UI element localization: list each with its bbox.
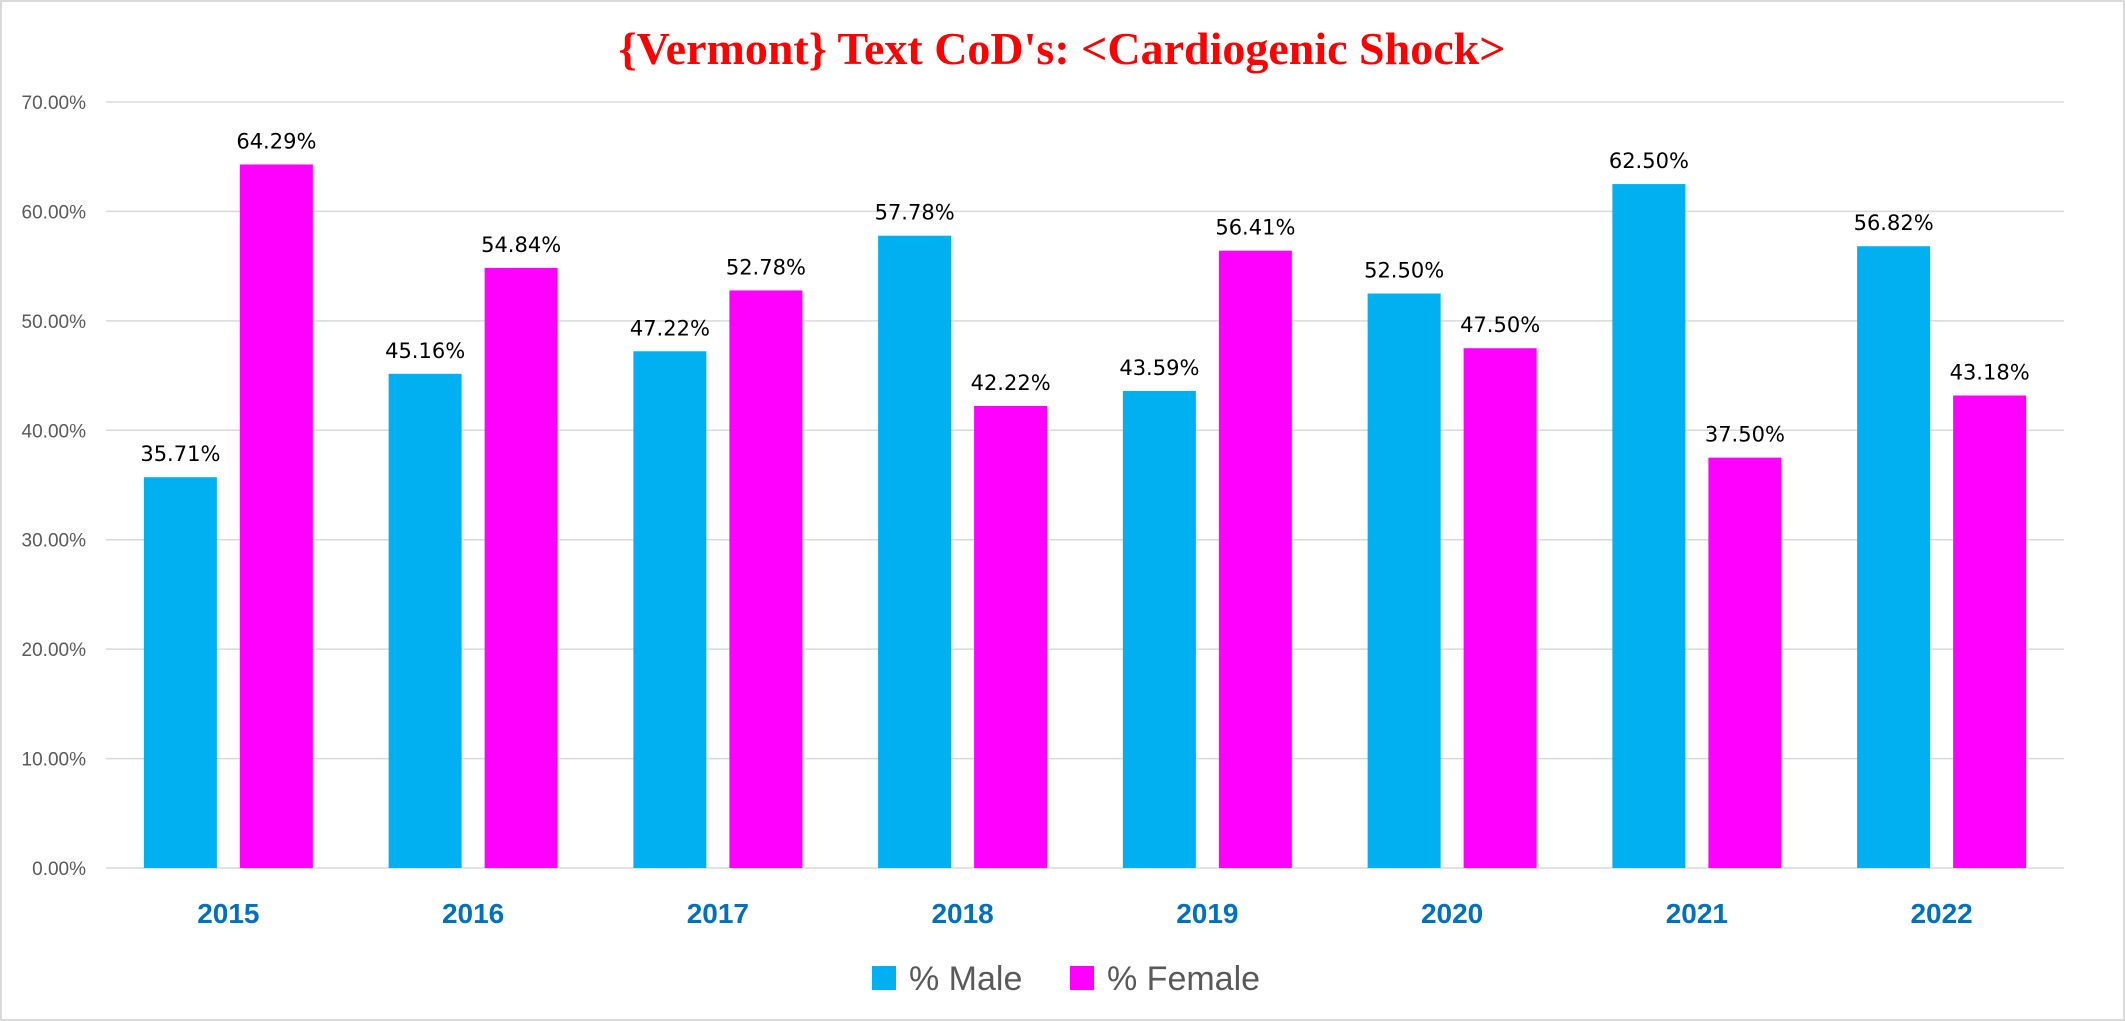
bar-female [1218, 250, 1292, 868]
bar-female [484, 267, 558, 869]
x-tick-label: 2019 [1176, 898, 1238, 929]
data-label-female: 64.29% [236, 129, 316, 153]
chart-title: {Vermont} Text CoD's: <Cardiogenic Shock… [619, 23, 1506, 74]
x-tick-label: 2022 [1910, 898, 1972, 929]
data-label-male: 56.82% [1854, 211, 1934, 235]
y-tick-label: 40.00% [22, 421, 87, 442]
y-tick-label: 0.00% [32, 859, 86, 880]
y-tick-label: 60.00% [22, 202, 87, 223]
x-tick-label: 2015 [197, 898, 259, 929]
x-tick-label: 2020 [1421, 898, 1483, 929]
data-label-female: 42.22% [971, 371, 1051, 395]
data-label-female: 37.50% [1705, 423, 1785, 447]
bar-male [633, 351, 707, 868]
legend-swatch-female [1070, 966, 1094, 990]
bar-male [1122, 391, 1196, 868]
data-label-male: 47.22% [630, 316, 710, 340]
data-label-female: 47.50% [1460, 313, 1540, 337]
bar-male [1367, 293, 1441, 868]
data-label-female: 56.41% [1215, 216, 1295, 240]
bar-male [1612, 184, 1686, 869]
y-tick-label: 70.00% [22, 93, 87, 114]
data-label-male: 52.50% [1364, 259, 1444, 283]
bar-male [1857, 246, 1931, 868]
bar-female [239, 164, 313, 869]
data-label-female: 43.18% [1950, 360, 2030, 384]
data-label-male: 62.50% [1609, 149, 1689, 173]
bar-male [388, 373, 462, 868]
x-tick-label: 2016 [442, 898, 504, 929]
bar-female [1463, 348, 1537, 868]
y-tick-label: 20.00% [22, 640, 87, 661]
data-label-male: 45.16% [385, 339, 465, 363]
bar-female [974, 405, 1048, 868]
bar-male [143, 477, 217, 868]
bar-male [878, 235, 952, 869]
x-tick-label: 2017 [687, 898, 749, 929]
x-tick-label: 2018 [931, 898, 993, 929]
legend-label-male: % Male [909, 960, 1022, 998]
data-label-male: 35.71% [140, 442, 220, 466]
y-tick-label: 50.00% [22, 312, 87, 333]
legend-label-female: % Female [1107, 960, 1260, 998]
bar-female [1708, 457, 1782, 868]
y-tick-label: 10.00% [22, 750, 87, 771]
y-tick-label: 30.00% [22, 531, 87, 552]
data-label-male: 57.78% [875, 201, 955, 225]
data-label-female: 54.84% [481, 233, 561, 257]
bar-female [729, 290, 803, 868]
data-label-female: 52.78% [726, 255, 806, 279]
bar-female [1953, 395, 2027, 868]
data-label-male: 43.59% [1119, 356, 1199, 380]
x-tick-label: 2021 [1666, 898, 1728, 929]
legend-swatch-male [872, 966, 896, 990]
